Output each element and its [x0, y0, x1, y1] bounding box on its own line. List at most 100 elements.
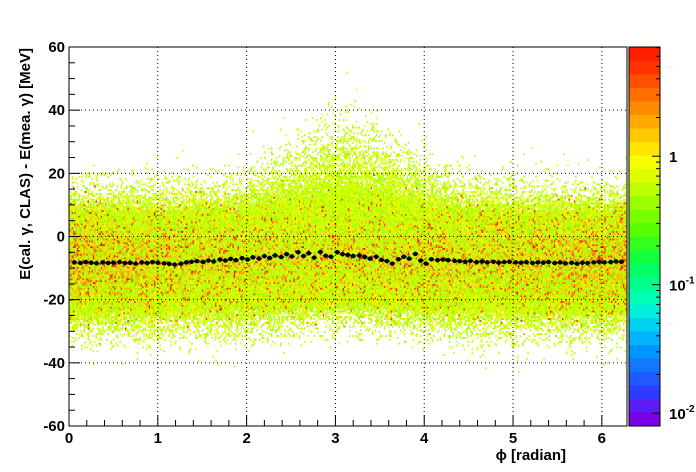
heatmap-cell [111, 255, 113, 258]
heatmap-cell [110, 283, 112, 286]
heatmap-cell [87, 319, 90, 322]
heatmap-cell [152, 306, 155, 309]
heatmap-cell [134, 255, 136, 258]
heatmap-cell [151, 302, 153, 305]
heatmap-cell [120, 300, 123, 303]
heatmap-cell [71, 327, 74, 330]
heatmap-cell [115, 242, 117, 245]
heatmap-cell [103, 225, 106, 228]
heatmap-cell [71, 293, 74, 296]
heatmap-cell [112, 225, 115, 228]
heatmap-cell [100, 225, 103, 228]
heatmap-cell [75, 281, 78, 285]
heatmap-cell [155, 213, 157, 216]
heatmap-cell [69, 270, 71, 273]
heatmap-cell [99, 227, 102, 230]
heatmap-cell [94, 228, 96, 231]
heatmap-cell [110, 291, 112, 294]
heatmap-cell [118, 327, 120, 330]
heatmap-cell [119, 266, 121, 269]
heatmap-cell [114, 276, 116, 279]
heatmap-cell [155, 259, 157, 262]
heatmap-cell [88, 308, 91, 311]
heatmap-cell [110, 259, 112, 262]
heatmap-cell [103, 236, 106, 239]
heatmap-cell [132, 310, 135, 313]
heatmap-cell [152, 236, 155, 239]
heatmap-cell [92, 293, 95, 296]
heatmap-cell [130, 306, 132, 309]
heatmap-cell [148, 280, 151, 283]
heatmap-cell [132, 230, 135, 233]
heatmap-cell [120, 236, 123, 239]
heatmap-cell [143, 259, 145, 262]
heatmap-cell [158, 304, 160, 307]
heatmap-cell [160, 232, 163, 235]
heatmap-cell [92, 204, 95, 207]
heatmap-cell [116, 219, 119, 222]
heatmap-cell [102, 215, 104, 218]
heatmap-cell [111, 245, 113, 249]
heatmap-cell [120, 221, 123, 224]
heatmap-cell [123, 316, 125, 319]
heatmap-cell [87, 276, 90, 279]
heatmap-cell [120, 276, 123, 279]
heatmap-cell [78, 238, 80, 241]
heatmap-cell [112, 228, 115, 231]
heatmap-cell [69, 209, 71, 213]
heatmap-cell [79, 238, 82, 241]
heatmap-cell [106, 268, 108, 271]
heatmap-cell [115, 281, 117, 285]
heatmap-cell [128, 297, 131, 300]
heatmap-cell [95, 249, 98, 252]
heatmap-cell [138, 208, 140, 211]
heatmap-cell [159, 302, 161, 305]
heatmap-cell [122, 240, 124, 243]
heatmap-cell [159, 259, 161, 262]
heatmap-cell [144, 257, 147, 260]
heatmap-cell [119, 289, 121, 292]
heatmap-cell [139, 230, 141, 233]
heatmap-cell [138, 278, 140, 281]
heatmap-cell [76, 242, 79, 245]
heatmap-cell [126, 217, 128, 220]
heatmap-cell [71, 236, 74, 239]
heatmap-cell [69, 319, 71, 322]
heatmap-cell [135, 181, 137, 184]
heatmap-cell [92, 215, 95, 218]
heatmap-cell [108, 206, 111, 209]
heatmap-cell [102, 285, 104, 288]
heatmap-cell [139, 202, 141, 205]
heatmap-cell [71, 240, 74, 243]
heatmap-cell [134, 299, 136, 302]
heatmap-cell [116, 270, 119, 273]
heatmap-cell [130, 297, 132, 300]
heatmap-cell [75, 338, 78, 341]
heatmap-cell [69, 280, 71, 283]
heatmap-cell [118, 329, 120, 332]
heatmap-cell [136, 189, 139, 192]
heatmap-cell [94, 302, 96, 305]
heatmap-cell [107, 234, 110, 237]
heatmap-cell [159, 274, 161, 277]
heatmap-cell [107, 189, 110, 192]
heatmap-cell [98, 183, 100, 186]
heatmap-cell [83, 289, 86, 292]
heatmap-cell [80, 240, 83, 243]
heatmap-cell [139, 204, 141, 207]
heatmap-cell [82, 213, 84, 216]
heatmap-cell [162, 316, 164, 319]
heatmap-cell [91, 304, 94, 307]
heatmap-cell [111, 244, 113, 247]
heatmap-cell [144, 312, 147, 315]
heatmap-cell [91, 225, 94, 228]
heatmap-cell [92, 321, 95, 324]
heatmap-cell [150, 299, 152, 302]
heatmap-cell [155, 244, 157, 247]
heatmap-cell [90, 308, 92, 311]
heatmap-cell [154, 329, 156, 332]
heatmap-cell [151, 255, 153, 258]
heatmap-cell [104, 274, 107, 277]
heatmap-cell [124, 287, 127, 290]
heatmap-cell [139, 217, 141, 220]
